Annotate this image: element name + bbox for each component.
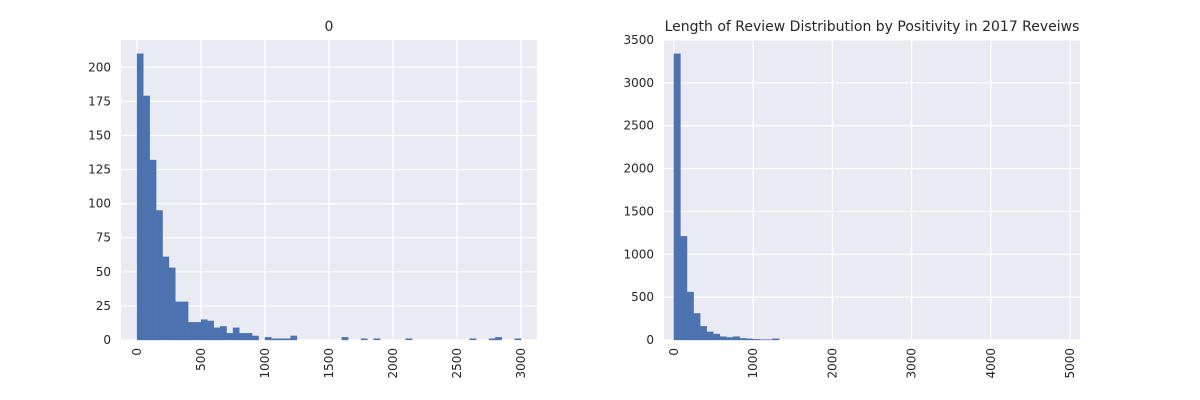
y-tick-label: 0: [646, 333, 654, 347]
gridlines-left: [121, 40, 537, 341]
y-tick-label: 2500: [623, 119, 654, 133]
plot-area-right: [664, 40, 1080, 340]
histogram-bar: [143, 95, 150, 341]
x-tick-label: 3000: [905, 348, 919, 379]
y-tick-label: 3000: [623, 76, 654, 90]
x-tick-labels-right: 0 1000 2000 3000 4000 5000: [667, 348, 1077, 379]
histogram-bar: [746, 338, 753, 341]
y-tick-label: 1000: [623, 247, 654, 261]
y-tick-label: 1500: [623, 204, 654, 218]
histogram-bar: [194, 322, 202, 341]
histogram-bar: [252, 335, 259, 341]
y-tick-label: 500: [631, 290, 654, 304]
histogram-bar: [726, 337, 734, 341]
x-tick-labels-left: 0 500 1000 1500 2000 2500 3000: [130, 348, 528, 379]
histogram-bar: [245, 333, 253, 341]
bars-left: [136, 53, 522, 341]
histogram-bar: [514, 338, 522, 341]
histogram-bar: [488, 338, 496, 341]
x-tick-label: 4000: [984, 348, 998, 379]
histogram-bar: [495, 337, 502, 341]
histogram-bar: [341, 337, 349, 341]
histogram-bar: [207, 320, 214, 341]
bars-right: [673, 53, 780, 341]
y-tick-label: 3500: [623, 33, 654, 47]
histogram-bar: [373, 338, 381, 341]
histogram-bar: [188, 322, 195, 341]
y-tick-label: 100: [88, 197, 111, 211]
y-tick-label: 25: [96, 299, 111, 313]
histogram-panel-left: 0 500 1000 1500 2000 2500 3000 025507510012515…: [88, 19, 537, 379]
histogram-bar: [693, 313, 701, 341]
y-tick-label: 2000: [623, 162, 654, 176]
x-tick-label: 1000: [746, 348, 760, 379]
histogram-bar: [232, 327, 240, 341]
x-tick-label: 5000: [1063, 348, 1077, 379]
histogram-bar: [686, 291, 694, 341]
histogram-bar: [700, 326, 707, 341]
histogram-bar: [732, 336, 740, 341]
y-tick-labels-left: 0 25 50 75 100 125 150 175 200: [88, 60, 111, 347]
x-tick-label: 2000: [386, 348, 400, 379]
gridlines-right: [664, 39, 1080, 341]
chart-title-right: Length of Review Distribution by Positiv…: [665, 19, 1080, 35]
x-tick-label: 1000: [258, 348, 272, 379]
x-tick-label: 3000: [514, 348, 528, 379]
y-tick-label: 150: [88, 128, 111, 142]
y-tick-labels-right: 0 500 1000 1500 2000 2500 3000 3500: [623, 33, 654, 347]
histogram-bar: [290, 335, 298, 341]
x-tick-label: 2000: [825, 348, 839, 379]
histogram-bar: [213, 327, 221, 341]
chart-title-left: 0: [325, 19, 334, 35]
x-tick-label: 500: [194, 348, 208, 371]
histogram-bar: [469, 338, 477, 341]
histogram-bar: [149, 159, 157, 341]
histogram-bar: [136, 53, 144, 341]
histogram-bar: [264, 337, 272, 341]
histogram-bar: [284, 338, 291, 341]
histogram-bar: [200, 319, 208, 341]
histogram-bar: [673, 53, 681, 341]
histogram-bar: [168, 267, 176, 341]
histogram-bar: [739, 338, 747, 341]
x-tick-label: 0: [667, 348, 681, 356]
histogram-bar: [156, 210, 163, 341]
histogram-bar: [713, 333, 721, 341]
histogram-bar: [226, 333, 234, 341]
y-tick-label: 125: [88, 163, 111, 177]
histogram-bar: [271, 338, 278, 341]
histogram-bar: [680, 236, 688, 341]
histogram-bar: [772, 338, 780, 341]
y-tick-label: 50: [96, 265, 111, 279]
histogram-bar: [162, 256, 170, 341]
x-tick-label: 1500: [322, 348, 336, 379]
y-tick-label: 0: [103, 333, 111, 347]
histogram-panel-right: 0 1000 2000 3000 4000 5000 0 500 1000 1500 2000 25…: [623, 19, 1080, 379]
x-tick-label: 0: [130, 348, 144, 356]
histogram-bar: [181, 301, 189, 341]
y-tick-label: 175: [88, 94, 111, 108]
histogram-bar: [277, 338, 285, 341]
histogram-bar: [175, 301, 182, 341]
histogram-bar: [239, 333, 246, 341]
histogram-bar: [719, 336, 727, 341]
histogram-bar: [405, 338, 413, 341]
x-tick-label: 2500: [450, 348, 464, 379]
histogram-bar: [360, 338, 368, 341]
y-tick-label: 200: [88, 60, 111, 74]
y-tick-label: 75: [96, 231, 111, 245]
histogram-bar: [220, 326, 227, 341]
histogram-bar: [752, 338, 760, 341]
histogram-bar: [706, 331, 714, 341]
